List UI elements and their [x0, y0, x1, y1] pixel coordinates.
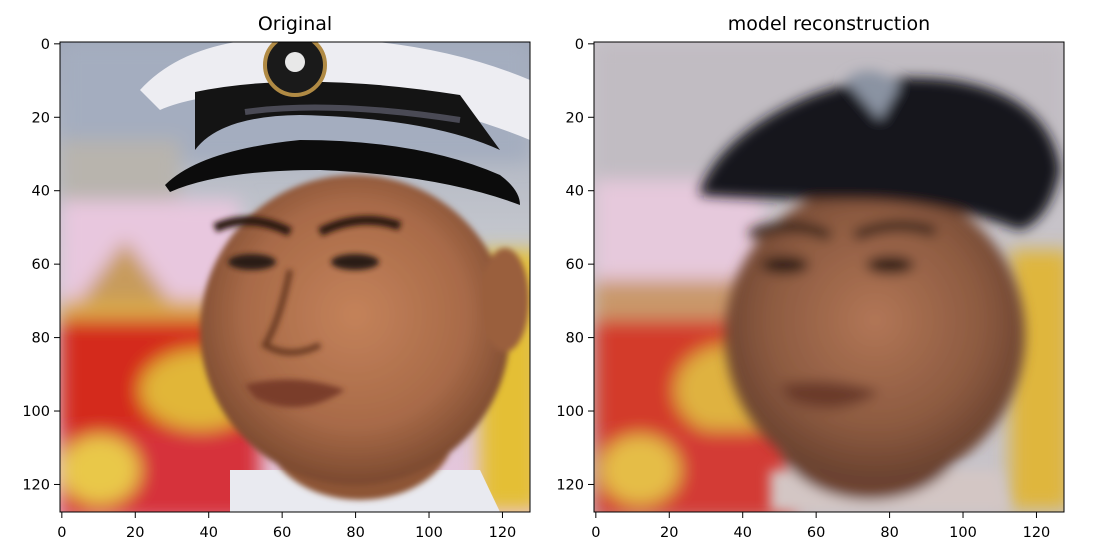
y-tick-label: 120: [556, 477, 584, 493]
y-tick-label: 60: [32, 257, 50, 273]
x-tick-label: 100: [949, 525, 977, 541]
x-tick-label: 40: [199, 525, 217, 541]
y-tick-label: 40: [566, 184, 584, 200]
x-tick-label: 0: [57, 525, 66, 541]
y-tick-label: 20: [32, 110, 50, 126]
subplot-original: Original: [22, 13, 531, 541]
x-tick-label: 80: [880, 525, 898, 541]
y-tick-label: 100: [556, 404, 584, 420]
original-image: [60, 42, 530, 512]
y-tick-label: 20: [566, 110, 584, 126]
x-tick-label: 20: [660, 525, 678, 541]
x-tick-label: 100: [415, 525, 443, 541]
y-axis: 0 20 40 60 80 100 120: [556, 37, 594, 493]
x-tick-label: 20: [126, 525, 144, 541]
x-axis: 0 20 40 60 80 100 120: [57, 512, 516, 541]
subplot-title: model reconstruction: [728, 13, 930, 35]
axes-frame: [593, 41, 1065, 513]
y-axis: 0 20 40 60 80 100 120: [22, 37, 60, 493]
x-tick-label: 80: [346, 525, 364, 541]
y-tick-label: 60: [566, 257, 584, 273]
reconstruction-image: [594, 42, 1064, 512]
subplot-reconstruction: model reconstruction: [556, 13, 1065, 541]
axes-frame: [59, 41, 531, 513]
y-tick-label: 100: [22, 404, 50, 420]
y-tick-label: 80: [566, 331, 584, 347]
y-tick-label: 0: [41, 37, 50, 53]
x-tick-label: 60: [273, 525, 291, 541]
y-tick-label: 0: [575, 37, 584, 53]
subplot-title: Original: [258, 13, 332, 35]
y-tick-label: 120: [22, 477, 50, 493]
x-tick-label: 120: [489, 525, 517, 541]
x-tick-label: 60: [807, 525, 825, 541]
y-tick-label: 80: [32, 331, 50, 347]
x-tick-label: 0: [591, 525, 600, 541]
x-tick-label: 120: [1023, 525, 1051, 541]
x-tick-label: 40: [733, 525, 751, 541]
x-axis: 0 20 40 60 80 100 120: [591, 512, 1050, 541]
y-tick-label: 40: [32, 184, 50, 200]
